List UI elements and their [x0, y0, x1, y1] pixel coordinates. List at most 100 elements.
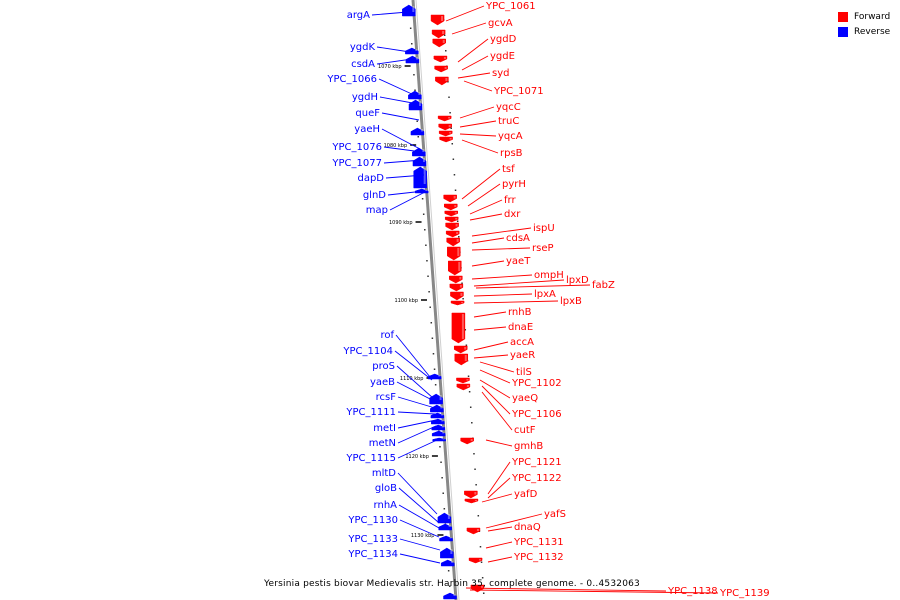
- gene-label-arga[interactable]: argA: [347, 10, 370, 21]
- gene-label-dnae[interactable]: dnaE: [508, 322, 533, 333]
- gene-label-acca[interactable]: accA: [510, 337, 534, 348]
- gene-label-rcsf[interactable]: rcsF: [376, 392, 397, 403]
- tick-label: 1100 kbp: [394, 298, 418, 304]
- genome-track: [411, 0, 460, 600]
- gene-label-glnd[interactable]: glnD: [363, 190, 386, 201]
- gene-label-yaeq[interactable]: yaeQ: [512, 393, 538, 404]
- track-dot: [443, 34, 446, 36]
- forward-gene-block: [450, 291, 464, 301]
- track-dot: [468, 391, 471, 393]
- gene-label-ygdd[interactable]: ygdD: [490, 34, 517, 45]
- gene-label-csda[interactable]: csdA: [351, 59, 375, 70]
- track-dot: [411, 43, 413, 45]
- gene-label-cdsa[interactable]: cdsA: [506, 233, 530, 244]
- gene-label-pros[interactable]: proS: [372, 361, 395, 372]
- gene-label-rsep[interactable]: rseP: [532, 243, 554, 254]
- gene-label-ypc-1133[interactable]: YPC_1133: [347, 534, 398, 545]
- gene-label-glob[interactable]: gloB: [375, 483, 397, 494]
- gene-label-ypc-1061[interactable]: YPC_1061: [485, 1, 536, 12]
- gene-label-ypc-1134[interactable]: YPC_1134: [347, 549, 398, 560]
- gene-label-omph[interactable]: ompH: [534, 270, 564, 281]
- gene-label-gmhb[interactable]: gmhB: [514, 441, 543, 452]
- gene-label-ygde[interactable]: ygdE: [490, 51, 515, 62]
- leader-line: [481, 391, 513, 431]
- gene-label-rnha[interactable]: rnhA: [374, 500, 398, 511]
- gene-label-ypc-1115[interactable]: YPC_1115: [345, 453, 396, 464]
- gene-label-dxr[interactable]: dxr: [504, 209, 521, 220]
- gene-label-lpxa[interactable]: lpxA: [534, 289, 556, 300]
- leader-line: [399, 553, 441, 564]
- track-dot: [443, 508, 446, 510]
- gene-label-ypc-1106[interactable]: YPC_1106: [511, 409, 562, 420]
- gene-label-yafs[interactable]: yafS: [544, 509, 566, 520]
- gene-label-tsf[interactable]: tsf: [502, 164, 515, 175]
- gene-label-gcva[interactable]: gcvA: [488, 18, 513, 29]
- gene-label-ypc-1104[interactable]: YPC_1104: [342, 346, 393, 357]
- gene-label-ypc-1102[interactable]: YPC_1102: [511, 378, 562, 389]
- gene-label-dapd[interactable]: dapD: [357, 173, 384, 184]
- track-dot: [456, 220, 459, 222]
- gene-label-syd[interactable]: syd: [492, 68, 509, 79]
- gene-label-ypc-1130[interactable]: YPC_1130: [347, 515, 398, 526]
- gene-label-yaeb[interactable]: yaeB: [370, 377, 395, 388]
- gene-label-quef[interactable]: queF: [355, 108, 380, 119]
- gene-label-ypc-1071[interactable]: YPC_1071: [493, 86, 544, 97]
- gene-label-yaer[interactable]: yaeR: [510, 350, 535, 361]
- gene-label-ygdh[interactable]: ygdH: [352, 92, 378, 103]
- reverse-gene-block: [429, 393, 443, 405]
- gene-label-mltd[interactable]: mltD: [372, 468, 396, 479]
- gene-label-ygdk[interactable]: ygdK: [350, 42, 376, 53]
- gene-label-ypc-1138[interactable]: YPC_1138: [667, 586, 718, 597]
- gene-label-rpsb[interactable]: rpsB: [500, 148, 523, 159]
- leader-line: [371, 11, 409, 16]
- gene-label-dnaq[interactable]: dnaQ: [514, 522, 541, 533]
- gene-label-ypc-1132[interactable]: YPC_1132: [513, 552, 564, 563]
- track-dot: [425, 244, 427, 246]
- gene-label-ispu[interactable]: ispU: [533, 223, 555, 234]
- leader-line: [379, 96, 419, 105]
- gene-label-rnhb[interactable]: rnhB: [508, 307, 532, 318]
- gene-label-lpxd[interactable]: lpxD: [566, 275, 589, 286]
- gene-label-ypc-1122[interactable]: YPC_1122: [511, 473, 562, 484]
- forward-gene-block: [435, 76, 449, 86]
- gene-label-ypc-1139[interactable]: YPC_1139: [719, 588, 770, 599]
- gene-label-ypc-1066[interactable]: YPC_1066: [326, 74, 377, 85]
- gene-label-rof[interactable]: rof: [380, 330, 394, 341]
- gene-label-metn[interactable]: metN: [369, 438, 396, 449]
- track-dot: [448, 96, 450, 98]
- gene-label-yaeh[interactable]: yaeH: [354, 124, 380, 135]
- leader-line: [397, 472, 438, 515]
- genome-axis-shadow: [415, 0, 460, 600]
- reverse-gene-block: [405, 47, 419, 55]
- gene-label-yafd[interactable]: yafD: [514, 489, 538, 500]
- gene-label-tils[interactable]: tilS: [516, 367, 532, 378]
- gene-label-fabz[interactable]: fabZ: [592, 280, 615, 291]
- gene-label-yaet[interactable]: yaeT: [506, 256, 531, 267]
- gene-label-yqcc[interactable]: yqcC: [496, 102, 521, 113]
- gene-label-ypc-1077[interactable]: YPC_1077: [331, 158, 382, 169]
- gene-label-pyrh[interactable]: pyrH: [502, 179, 526, 190]
- gene-label-ypc-1121[interactable]: YPC_1121: [511, 457, 562, 468]
- leader-line: [469, 589, 719, 594]
- gene-label-meti[interactable]: metI: [373, 423, 396, 434]
- tick-label: 1080 kbp: [384, 143, 408, 149]
- gene-label-yqca[interactable]: yqcA: [498, 131, 523, 142]
- gene-label-ypc-1131[interactable]: YPC_1131: [513, 537, 564, 548]
- forward-gene-block: [438, 123, 452, 131]
- gene-label-cutf[interactable]: cutF: [514, 425, 536, 436]
- gene-label-frr[interactable]: frr: [504, 195, 516, 206]
- track-dot: [464, 329, 467, 331]
- track-dot: [469, 406, 472, 408]
- leader-line: [463, 80, 493, 92]
- gene-label-map[interactable]: map: [366, 205, 388, 216]
- leader-line: [487, 477, 511, 499]
- reverse-gene-block: [412, 156, 427, 167]
- leader-line: [385, 174, 425, 179]
- gene-label-ypc-1111[interactable]: YPC_1111: [345, 407, 396, 418]
- legend-item-forward: Forward: [838, 9, 890, 24]
- gene-label-lpxb[interactable]: lpxB: [560, 296, 582, 307]
- gene-label-ypc-1076[interactable]: YPC_1076: [331, 142, 382, 153]
- leader-line: [381, 128, 421, 150]
- track-dot: [482, 592, 485, 594]
- gene-label-truc[interactable]: truC: [498, 116, 519, 127]
